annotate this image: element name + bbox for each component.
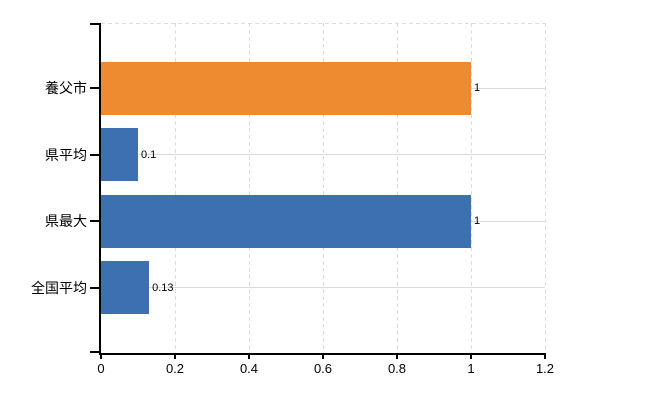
value-label: 0.1 xyxy=(141,148,157,161)
x-axis-tick xyxy=(100,353,102,359)
bar xyxy=(101,194,471,248)
x-tick-label: 0 xyxy=(97,361,105,376)
gridline-vertical xyxy=(248,23,250,353)
gridline-vertical xyxy=(396,23,398,353)
gridline-vertical xyxy=(322,23,324,353)
y-axis-tick xyxy=(90,220,101,222)
x-axis-tick xyxy=(470,353,472,359)
y-axis-tick xyxy=(90,286,101,289)
x-tick-label: 1.2 xyxy=(535,361,555,376)
category-label: 県平均 xyxy=(45,146,87,163)
y-axis-boundary-tick xyxy=(90,351,101,353)
x-axis-tick xyxy=(396,353,398,359)
x-tick-label: 0.4 xyxy=(239,361,259,376)
gridline-vertical xyxy=(470,23,472,353)
gridline-horizontal xyxy=(101,287,545,288)
value-label: 0.13 xyxy=(152,281,174,294)
value-label: 1 xyxy=(474,82,481,94)
x-tick-label: 0.6 xyxy=(313,361,333,376)
x-tick-label: 1 xyxy=(467,361,475,376)
category-label: 全国平均 xyxy=(31,279,87,296)
bar xyxy=(101,128,138,181)
value-label: 1 xyxy=(474,215,481,227)
category-label: 県最大 xyxy=(45,213,87,229)
y-axis-tick xyxy=(90,153,101,156)
y-axis-tick xyxy=(90,87,101,89)
gridline-horizontal xyxy=(101,154,545,155)
bar xyxy=(101,61,471,115)
x-axis-tick xyxy=(322,353,324,359)
x-tick-label: 0.8 xyxy=(387,361,407,376)
gridline-vertical xyxy=(174,23,176,353)
x-axis-tick xyxy=(248,353,250,359)
x-axis-tick xyxy=(544,353,546,359)
category-label: 養父市 xyxy=(45,80,87,96)
x-tick-label: 0.2 xyxy=(165,361,185,376)
x-axis-line xyxy=(99,353,546,355)
bar xyxy=(101,261,150,314)
y-axis-line xyxy=(99,23,101,355)
gridline-vertical xyxy=(544,23,546,353)
x-axis-tick xyxy=(174,353,176,359)
y-axis-boundary-tick xyxy=(90,23,101,25)
